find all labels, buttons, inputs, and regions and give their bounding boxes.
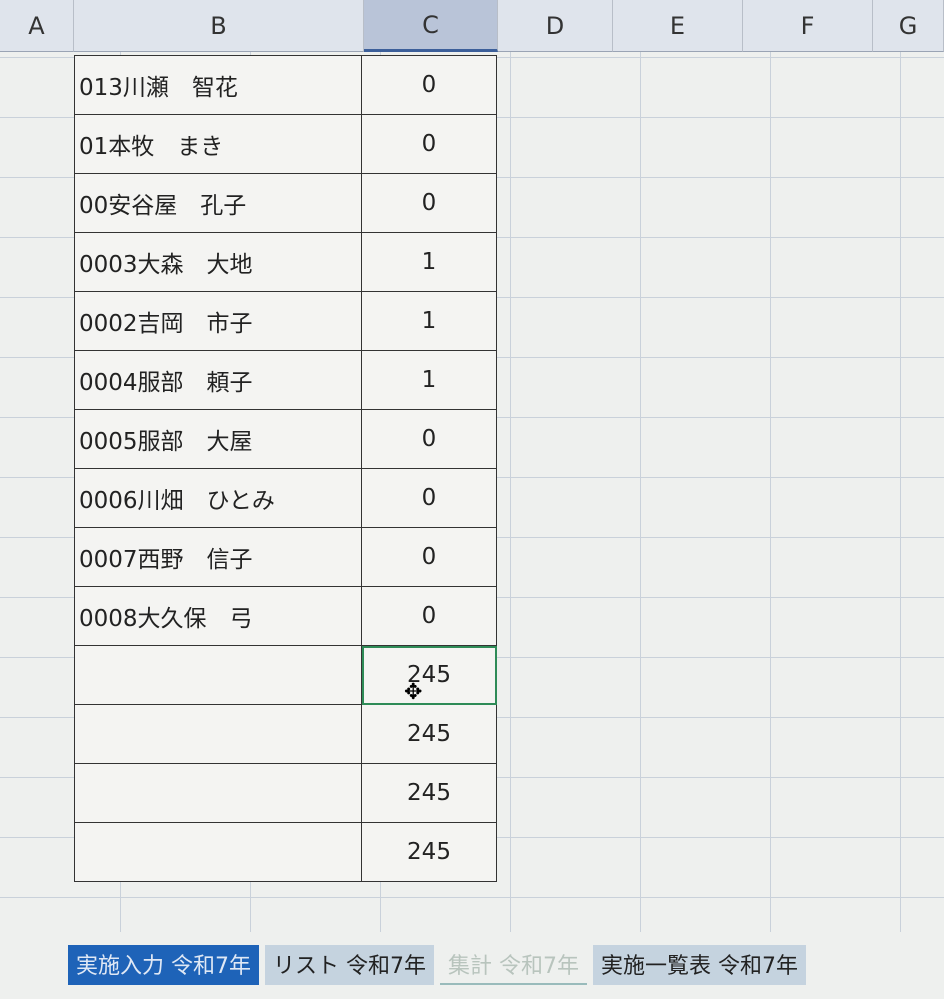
sheet-tabs: 実施入力 令和7年 リスト 令和7年 集計 令和7年 実施一覧表 令和7年 bbox=[68, 945, 806, 985]
cell-b[interactable]: 0005服部 大屋 bbox=[74, 409, 362, 469]
cell-c[interactable]: 0 bbox=[361, 409, 497, 469]
cell-b[interactable] bbox=[74, 704, 362, 764]
column-header-b[interactable]: B bbox=[74, 0, 364, 52]
cell-c[interactable]: 245 bbox=[361, 763, 497, 823]
table-row: 0007西野 信子 0 bbox=[74, 527, 497, 587]
cell-b[interactable]: 0007西野 信子 bbox=[74, 527, 362, 587]
cell-b[interactable]: 013川瀬 智花 bbox=[74, 55, 362, 115]
table-row: 00安谷屋 孔子 0 bbox=[74, 173, 497, 233]
table-row: 245 bbox=[74, 822, 497, 882]
table-row: 013川瀬 智花 0 bbox=[74, 55, 497, 115]
cell-c[interactable]: 0 bbox=[361, 527, 497, 587]
cell-c[interactable]: 245 bbox=[361, 822, 497, 882]
column-header-f[interactable]: F bbox=[743, 0, 873, 52]
cell-c[interactable]: 1 bbox=[361, 232, 497, 292]
column-header-a[interactable]: A bbox=[0, 0, 74, 52]
cell-b[interactable]: 0008大久保 弓 bbox=[74, 586, 362, 646]
cell-c[interactable]: 1 bbox=[361, 350, 497, 410]
table-row: 245 bbox=[74, 763, 497, 823]
table-row: 245 bbox=[74, 704, 497, 764]
cell-cursor-icon: ✥ bbox=[404, 680, 423, 705]
cell-b[interactable] bbox=[74, 822, 362, 882]
table-row: 245 bbox=[74, 645, 497, 705]
cell-c[interactable]: 0 bbox=[361, 55, 497, 115]
cell-b[interactable]: 0006川畑 ひとみ bbox=[74, 468, 362, 528]
sheet-tab[interactable]: 実施一覧表 令和7年 bbox=[593, 945, 806, 985]
cell-b[interactable]: 01本牧 まき bbox=[74, 114, 362, 174]
table-row: 0005服部 大屋 0 bbox=[74, 409, 497, 469]
cell-c[interactable]: 0 bbox=[361, 468, 497, 528]
cell-c[interactable]: 1 bbox=[361, 291, 497, 351]
cell-b[interactable] bbox=[74, 763, 362, 823]
cell-b[interactable] bbox=[74, 645, 362, 705]
table-row: 01本牧 まき 0 bbox=[74, 114, 497, 174]
column-header-g[interactable]: G bbox=[873, 0, 944, 52]
cell-b[interactable]: 0003大森 大地 bbox=[74, 232, 362, 292]
cell-c[interactable]: 245 bbox=[361, 704, 497, 764]
column-header-c[interactable]: C bbox=[364, 0, 498, 52]
sheet-tab[interactable]: リスト 令和7年 bbox=[265, 945, 434, 985]
cell-b[interactable]: 0002吉岡 市子 bbox=[74, 291, 362, 351]
table-row: 0006川畑 ひとみ 0 bbox=[74, 468, 497, 528]
table-row: 0003大森 大地 1 bbox=[74, 232, 497, 292]
cell-b[interactable]: 00安谷屋 孔子 bbox=[74, 173, 362, 233]
column-header-d[interactable]: D bbox=[498, 0, 613, 52]
cell-c[interactable]: 0 bbox=[361, 173, 497, 233]
data-table: 013川瀬 智花 0 01本牧 まき 0 00安谷屋 孔子 0 0003大森 大地 1 0002… bbox=[74, 55, 497, 882]
cell-b[interactable]: 0004服部 頼子 bbox=[74, 350, 362, 410]
table-row: 0002吉岡 市子 1 bbox=[74, 291, 497, 351]
table-row: 0004服部 頼子 1 bbox=[74, 350, 497, 410]
sheet-tab[interactable]: 集計 令和7年 bbox=[440, 945, 587, 985]
cell-c[interactable]: 0 bbox=[361, 114, 497, 174]
cell-c[interactable]: 245 bbox=[361, 645, 497, 705]
column-header-e[interactable]: E bbox=[613, 0, 743, 52]
cell-c[interactable]: 0 bbox=[361, 586, 497, 646]
sheet-tab[interactable]: 実施入力 令和7年 bbox=[68, 945, 259, 985]
